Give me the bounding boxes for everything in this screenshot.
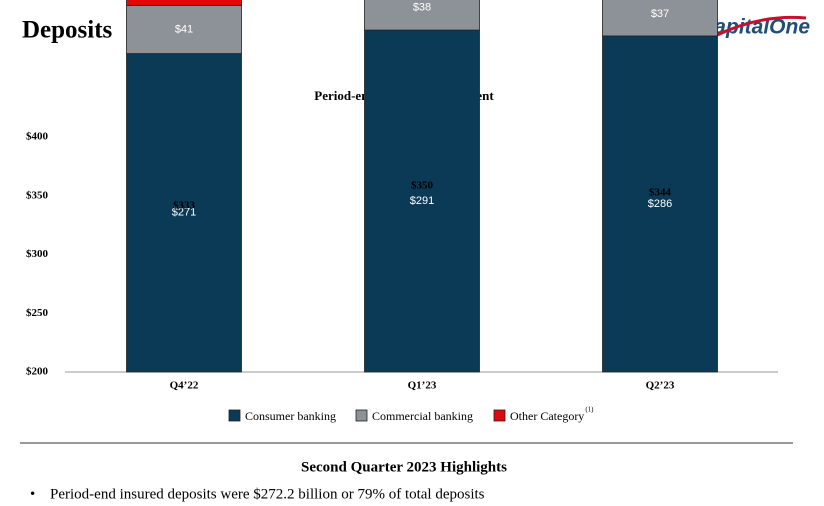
bar-segment <box>602 0 718 37</box>
y-tick-label: $400 <box>26 131 49 143</box>
bar-segment <box>126 0 242 6</box>
value-label: $271 <box>172 207 196 219</box>
legend-swatch <box>355 409 368 422</box>
y-tick-label: $200 <box>26 366 49 378</box>
legend-note: (1) <box>585 406 594 414</box>
x-tick-label: Q2’23 <box>646 380 675 392</box>
total-label: $344 <box>649 186 672 198</box>
bar-segment <box>364 0 480 31</box>
y-tick-label: $300 <box>26 248 49 260</box>
bullet-marker: • <box>30 486 35 502</box>
value-label: $38 <box>413 2 431 14</box>
bar-segment <box>126 5 242 54</box>
logo: CapitalOne <box>699 16 810 39</box>
value-label: $41 <box>175 23 193 35</box>
logo-swoosh <box>714 15 807 38</box>
legend-swatch <box>228 409 241 422</box>
y-tick-label: $250 <box>26 307 49 319</box>
highlights-heading: Second Quarter 2023 Highlights <box>301 459 507 475</box>
value-label: $37 <box>651 8 669 20</box>
value-label: $291 <box>410 195 434 207</box>
legend-label: Commercial banking <box>372 409 473 423</box>
bar-segment <box>126 53 242 373</box>
page-title: Deposits <box>22 17 113 44</box>
value-label: $286 <box>648 198 672 210</box>
total-label: $350 <box>411 179 434 191</box>
x-tick-label: Q1’23 <box>408 380 437 392</box>
legend-swatch <box>493 409 506 422</box>
total-label: $333 <box>173 199 196 211</box>
legend-label: Other Category <box>510 409 584 423</box>
bullet: Period-end insured deposits were $272.2 … <box>50 486 485 502</box>
y-tick-label: $350 <box>26 189 49 201</box>
x-tick-label: Q4’22 <box>170 380 199 392</box>
legend-label: Consumer banking <box>245 409 336 423</box>
bar-segment <box>364 29 480 373</box>
